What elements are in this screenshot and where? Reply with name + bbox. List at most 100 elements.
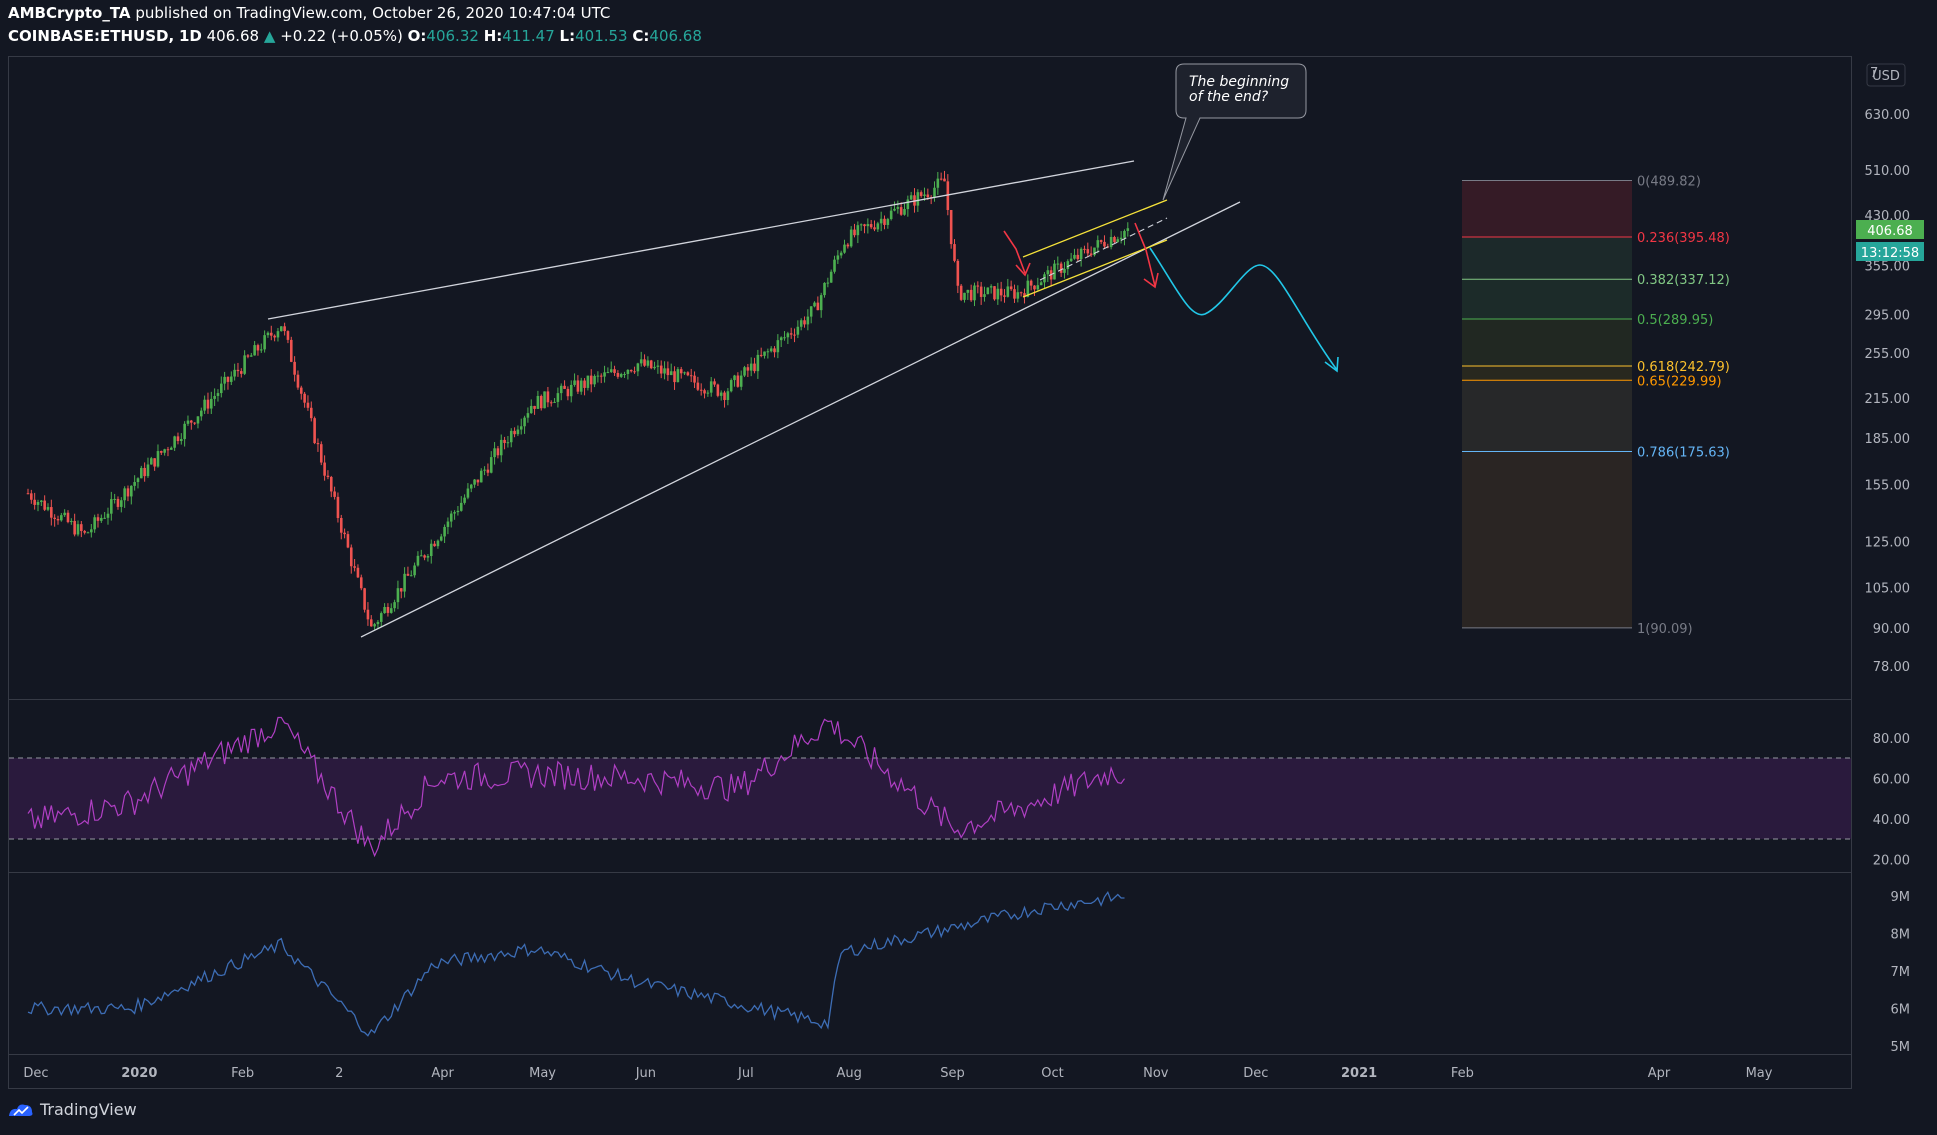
candle-body	[566, 388, 570, 397]
close-value: 406.68	[649, 27, 702, 45]
channel-upper-line[interactable]	[1022, 199, 1168, 258]
candle-body	[519, 426, 523, 430]
candle-body	[359, 577, 363, 589]
currency-label[interactable]: USD	[1866, 63, 1906, 87]
last-price: 406.68	[206, 27, 260, 45]
time-tick: May	[1746, 1066, 1773, 1081]
candle-body	[969, 289, 973, 301]
author-name[interactable]: AMBCrypto_TA	[8, 4, 131, 22]
price-tick: 355.00	[1865, 260, 1911, 275]
fib-level-label: 0.618(242.79)	[1637, 360, 1730, 375]
candle-body	[1046, 270, 1050, 275]
candle-body	[46, 507, 50, 510]
symbol-name[interactable]: COINBASE:ETHUSD,	[8, 27, 175, 45]
candle-body	[369, 619, 373, 627]
candle-body	[676, 369, 680, 383]
candle-body	[706, 392, 710, 394]
candle-body	[803, 320, 806, 325]
candle-body	[306, 402, 310, 408]
candle-body	[643, 359, 646, 366]
candle-body	[236, 369, 240, 372]
down-arrow-1[interactable]	[1003, 230, 1026, 274]
rsi-axis[interactable]: 80.00 60.00 40.00 20.00	[1873, 732, 1910, 869]
candle-body	[713, 381, 716, 385]
price-tick: 295.00	[1865, 308, 1911, 323]
candle-body	[573, 380, 576, 385]
time-tick: Feb	[1451, 1066, 1474, 1081]
candle-body	[743, 367, 746, 376]
candle-body	[229, 376, 233, 382]
upper-wedge-line[interactable]	[267, 160, 1135, 320]
candle-body	[693, 375, 696, 383]
candle-body	[60, 515, 63, 521]
projection-path[interactable]	[1149, 247, 1338, 371]
candle-body	[423, 555, 426, 558]
candle-body	[469, 484, 473, 489]
candle-body	[116, 498, 120, 507]
countdown-text: 13:12:58	[1861, 246, 1919, 261]
candle-body	[136, 478, 140, 483]
lower-wedge-line[interactable]	[360, 201, 1241, 638]
candle-body	[436, 540, 440, 547]
candle-body	[43, 500, 46, 510]
price-tick: 510.00	[1865, 164, 1911, 179]
candle-body	[443, 526, 446, 537]
candle-body	[523, 417, 526, 427]
candle-body	[219, 383, 223, 394]
trend-lines[interactable]	[267, 160, 1241, 638]
candle-body	[383, 606, 386, 614]
time-axis[interactable]: Dec 2020 Feb 2 Apr May Jun Jul Aug Sep Oct Nov Dec 20…	[23, 1066, 1772, 1081]
candle-body	[539, 395, 543, 409]
channel-lower-line[interactable]	[1022, 239, 1168, 298]
candle-body	[80, 524, 83, 532]
fib-retracement[interactable]: 0(489.82) 0.236(395.48) 0.382(337.12) 0.5(2…	[1462, 175, 1730, 637]
red-arrows[interactable]	[1003, 222, 1159, 289]
obv-tick: 5M	[1891, 1040, 1911, 1055]
open-label: O:	[407, 27, 427, 45]
candle-body	[1123, 230, 1126, 238]
price-tick: 255.00	[1865, 347, 1911, 362]
pane-frames	[8, 56, 1852, 1089]
candle-body	[53, 517, 56, 520]
time-tick: Dec	[23, 1066, 48, 1081]
price-tick-top-partial: 7	[1870, 66, 1878, 81]
interval-label[interactable]: 1D	[178, 27, 202, 45]
candle-body	[589, 375, 593, 385]
candle-body	[516, 429, 520, 435]
candle-body	[633, 371, 636, 373]
candle-body	[266, 332, 270, 336]
obv-axis[interactable]: 9M 8M 7M 6M 5M	[1891, 890, 1911, 1055]
candle-body	[476, 479, 480, 483]
candle-body	[809, 306, 813, 317]
callout-bubble[interactable]: The beginning of the end?	[1162, 63, 1307, 201]
time-tick: 2020	[121, 1066, 157, 1081]
candle-body	[569, 384, 573, 397]
candle-body	[353, 566, 356, 568]
high-value: 411.47	[502, 27, 555, 45]
price-tick: 215.00	[1865, 392, 1911, 407]
candle-body	[90, 529, 93, 533]
rsi-tick: 40.00	[1873, 813, 1910, 828]
candle-body	[673, 371, 676, 383]
candle-body	[1086, 249, 1090, 254]
candle-body	[893, 208, 896, 211]
candle-body	[283, 326, 286, 332]
candle-body	[883, 218, 886, 225]
candle-body	[456, 510, 460, 513]
fib-level-label: 0(489.82)	[1637, 175, 1701, 190]
tradingview-footer[interactable]: TradingView	[8, 1100, 137, 1119]
candle-body	[286, 331, 290, 340]
candle-body	[106, 513, 110, 518]
candle-body	[963, 292, 966, 300]
price-tick: 630.00	[1865, 108, 1911, 123]
candle-body	[833, 259, 836, 272]
channel-mid-dashed[interactable]	[1039, 217, 1168, 281]
candle-body	[639, 359, 643, 364]
candle-body	[819, 295, 823, 311]
down-arrow-2[interactable]	[1134, 222, 1156, 287]
symbol-header: COINBASE:ETHUSD, 1D 406.68 ▲ +0.22 (+0.0…	[8, 27, 702, 45]
time-tick: May	[529, 1066, 556, 1081]
obv-tick: 6M	[1891, 1003, 1911, 1018]
candle-body	[110, 499, 113, 514]
